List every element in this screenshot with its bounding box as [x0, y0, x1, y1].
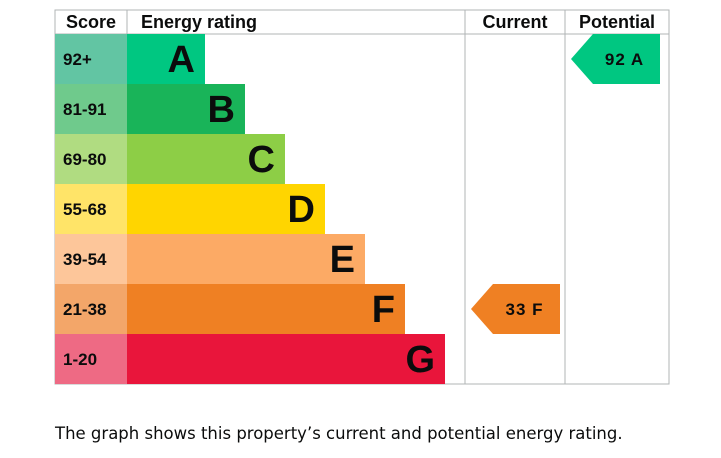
band-letter-c: C	[248, 139, 275, 181]
band-bar-e	[127, 234, 365, 284]
column-headers: Score Energy rating Current Potential	[66, 12, 655, 32]
band-bar-b	[127, 84, 245, 134]
band-letter-g: G	[405, 339, 435, 381]
score-range-g: 1-20	[63, 350, 97, 369]
score-range-d: 55-68	[63, 200, 106, 219]
score-range-c: 69-80	[63, 150, 106, 169]
score-cell-c	[55, 134, 127, 184]
band-bar-d	[127, 184, 325, 234]
score-cell-g	[55, 334, 127, 384]
band-letter-e: E	[330, 239, 355, 281]
score-cell-b	[55, 84, 127, 134]
band-letter-d: D	[288, 189, 315, 231]
band-bar-f	[127, 284, 405, 334]
score-cell-f	[55, 284, 127, 334]
current-rating-label: 33 F	[505, 300, 543, 319]
header-current: Current	[482, 12, 547, 32]
chart-caption: The graph shows this property’s current …	[55, 424, 623, 443]
band-letter-b: B	[208, 89, 235, 131]
current-rating-arrow	[471, 284, 560, 334]
rating-bands: 92+ A 81-91 B 69-80 C 55-68 D 39-54 E 21-38 F 1-20 G	[55, 34, 445, 384]
rating-markers: 33 F 92 A	[471, 34, 660, 334]
band-bar-c	[127, 134, 285, 184]
potential-rating-arrow	[571, 34, 660, 84]
band-bar-g	[127, 334, 445, 384]
score-range-b: 81-91	[63, 100, 106, 119]
header-score: Score	[66, 12, 116, 32]
score-range-a: 92+	[63, 50, 92, 69]
band-letter-a: A	[168, 39, 195, 81]
score-range-f: 21-38	[63, 300, 106, 319]
score-cell-e	[55, 234, 127, 284]
band-bar-a	[127, 34, 205, 84]
score-cell-d	[55, 184, 127, 234]
score-range-e: 39-54	[63, 250, 107, 269]
score-cell-a	[55, 34, 127, 84]
header-energy-rating: Energy rating	[141, 12, 257, 32]
epc-chart: Score Energy rating Current Potential 92+ A 8…	[54, 9, 670, 385]
potential-rating-label: 92 A	[605, 50, 644, 69]
band-letter-f: F	[372, 289, 395, 331]
header-potential: Potential	[579, 12, 655, 32]
